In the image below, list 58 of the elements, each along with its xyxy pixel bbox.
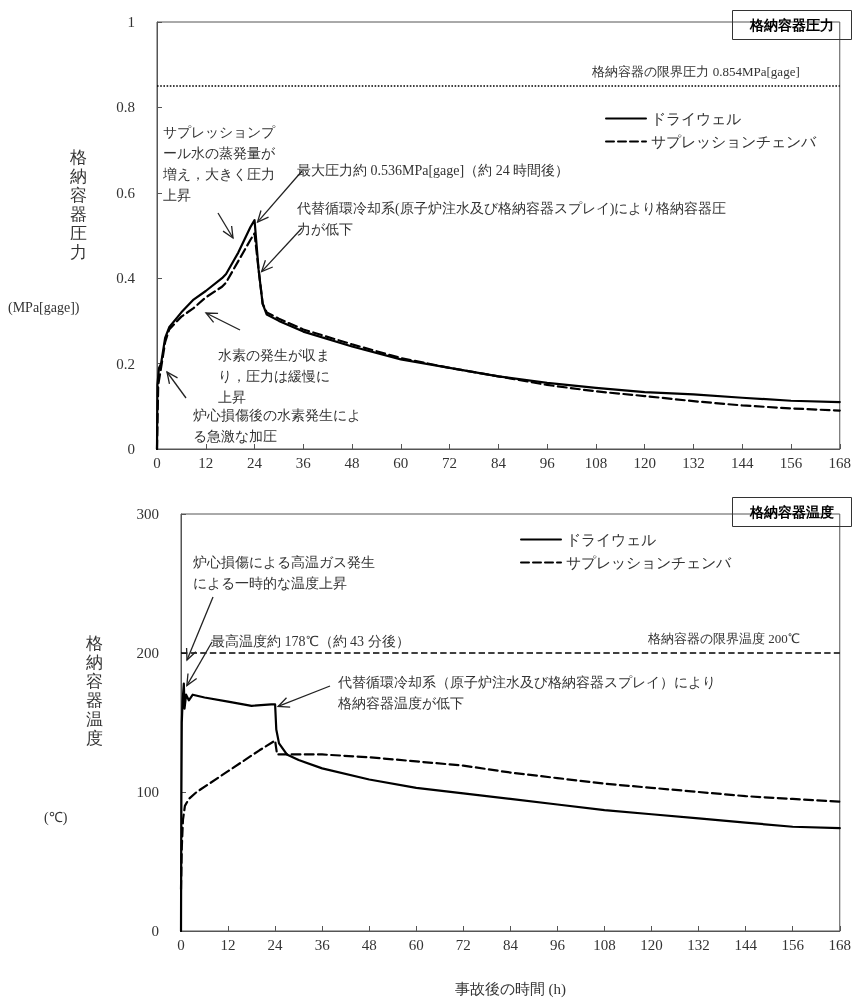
y-tick-label: 0.2 (116, 355, 135, 372)
x-tick-label: 36 (314, 936, 331, 953)
x-tick-label: 108 (584, 454, 608, 471)
x-tick-label: 168 (828, 936, 851, 953)
x-tick-label: 24 (247, 454, 263, 471)
x-tick-label: 48 (361, 936, 377, 953)
x-tick-label: 156 (779, 454, 803, 471)
y-tick-label: 100 (136, 784, 159, 800)
annotation: 代替循環冷却系（原子炉注水及び格納容器スプレイ）により格納容器温度が低下 (337, 675, 716, 711)
x-tick-label: 72 (455, 936, 471, 953)
x-tick-label: 60 (408, 936, 424, 953)
annotation: 炉心損傷後の水素発生による急激な加圧 (193, 408, 361, 444)
x-tick-label: 0 (177, 936, 185, 953)
y-tick-label: 300 (136, 506, 159, 522)
y-tick-label: 0.6 (116, 184, 136, 201)
x-tick-label: 84 (502, 936, 519, 953)
annotation: 最大圧力約 0.536MPa[gage]（約 24 時間後） (297, 163, 570, 178)
y-tick-label: 0.8 (116, 99, 135, 116)
annotation: 炉心損傷による高温ガス発生による一時的な温度上昇 (193, 555, 375, 591)
chart-title: 格納容器温度 (749, 504, 834, 520)
x-axis-title: 事故後の時間 (h) (454, 980, 566, 998)
x-tick-label: 12 (198, 454, 214, 471)
x-tick-label: 72 (442, 454, 458, 471)
annotation: 代替循環冷却系(原子炉注水及び格納容器スプレイ)により格納容器圧力が低下 (296, 201, 727, 237)
x-tick-label: 60 (393, 454, 409, 471)
x-tick-label: 132 (682, 454, 705, 471)
legend-label: サプレッションチェンバ (566, 554, 732, 571)
chart-title: 格納容器圧力 (749, 17, 834, 33)
y-tick-label: 0 (127, 441, 135, 457)
x-tick-label: 144 (730, 454, 754, 471)
y-tick-label: 0.4 (116, 270, 136, 287)
x-tick-label: 48 (344, 454, 360, 471)
text: 格納容器圧力(MPa[gage]) (8, 148, 87, 315)
legend-label: ドライウェル (566, 531, 656, 548)
x-tick-label: 120 (633, 454, 656, 471)
ref-line-label: 格納容器の限界圧力 0.854MPa[gage] (591, 64, 800, 80)
annotation: 水素の発生が収まり，圧力は緩慢に上昇 (218, 348, 330, 405)
legend-label: サプレッションチェンバ (651, 133, 817, 150)
x-tick-label: 144 (734, 936, 758, 953)
x-tick-label: 36 (295, 454, 312, 471)
annotation: 最高温度約 178℃（約 43 分後） (211, 634, 410, 649)
x-tick-label: 24 (267, 936, 284, 953)
annotation: サプレッションプール水の蒸発量が増え，大きく圧力上昇 (162, 125, 276, 203)
x-tick-label: 168 (828, 454, 851, 471)
x-tick-label: 12 (220, 936, 236, 953)
legend-label: ドライウェル (651, 110, 741, 127)
y-tick-label: 1 (127, 14, 135, 30)
x-tick-label: 156 (781, 936, 805, 953)
x-tick-label: 96 (549, 936, 566, 953)
x-tick-label: 132 (687, 936, 710, 953)
x-tick-label: 120 (640, 936, 663, 953)
ref-line-label: 格納容器の限界温度 200℃ (647, 631, 800, 646)
y-tick-label: 200 (136, 645, 159, 661)
y-tick-label: 0 (151, 923, 159, 939)
x-tick-label: 96 (539, 454, 556, 471)
x-tick-label: 84 (490, 454, 507, 471)
text: 格納容器温度(℃) (44, 634, 103, 825)
x-tick-label: 108 (593, 936, 616, 953)
